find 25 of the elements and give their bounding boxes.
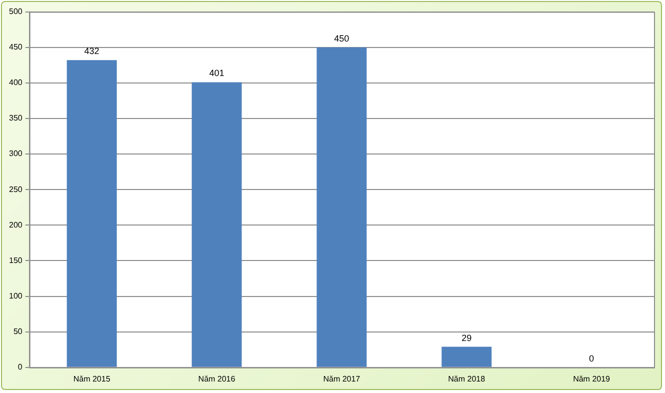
- data-label: 29: [462, 332, 472, 343]
- x-tick-label: Năm 2017: [323, 374, 361, 384]
- y-tick-label: 400: [8, 78, 23, 88]
- y-tick-label: 300: [8, 149, 23, 158]
- x-tick-label: Năm 2016: [198, 374, 236, 384]
- data-label: 0: [589, 353, 594, 364]
- y-tick-label: 500: [8, 7, 23, 16]
- y-tick-label: 200: [8, 220, 23, 230]
- y-tick-label: 450: [8, 42, 23, 52]
- data-label: 432: [84, 46, 100, 56]
- y-tick-label: 350: [8, 114, 23, 123]
- x-tick-label: Năm 2019: [573, 374, 611, 384]
- bar: [66, 60, 117, 367]
- x-tick-label: Năm 2015: [73, 374, 111, 384]
- bar: [316, 47, 367, 367]
- data-label: 450: [334, 33, 350, 44]
- y-tick-label: 250: [8, 184, 23, 194]
- y-tick-label: 100: [8, 291, 23, 300]
- y-tick-label: 0: [18, 362, 23, 372]
- bar: [192, 82, 242, 367]
- y-tick-label: 150: [8, 256, 23, 265]
- bar: [442, 346, 492, 367]
- x-tick-label: Năm 2018: [448, 374, 486, 384]
- y-tick-label: 50: [13, 327, 23, 336]
- data-label: 401: [209, 68, 224, 78]
